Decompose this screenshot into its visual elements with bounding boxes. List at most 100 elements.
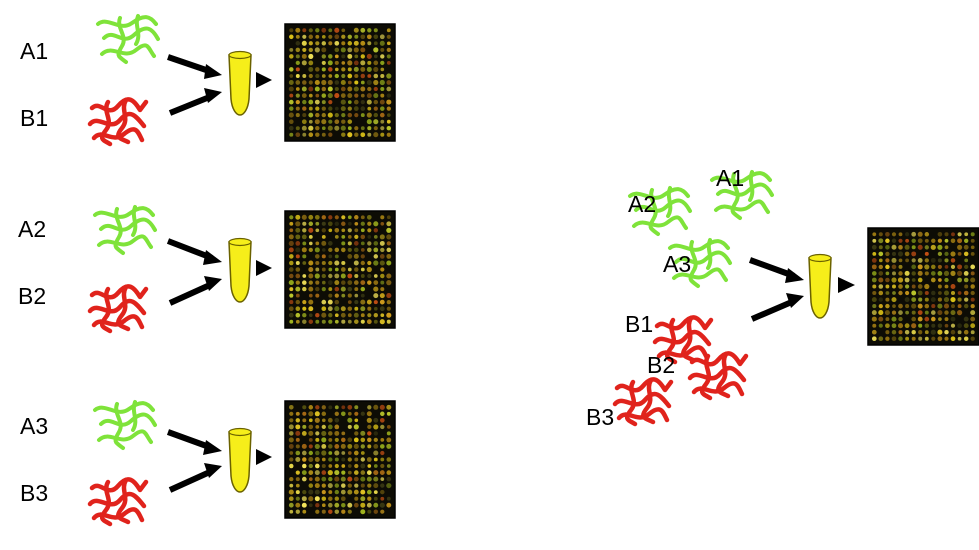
microarray-spot (347, 306, 353, 311)
microarray-spot (341, 431, 346, 436)
microarray-spot (334, 86, 339, 92)
sample-a-label: A3 (20, 413, 48, 439)
microarray-spot (347, 411, 352, 416)
microarray-spot (347, 228, 352, 233)
microarray-spot (321, 41, 327, 46)
microarray-spot (308, 503, 313, 508)
microarray-spot (970, 330, 975, 335)
microarray-spot (360, 313, 365, 318)
dna-strand-icon (93, 205, 157, 255)
microarray-spot (334, 299, 340, 305)
microarray-spot (944, 265, 949, 269)
microarray-spot (321, 496, 327, 501)
microarray-spot (963, 323, 969, 329)
microarray-spot (872, 271, 877, 276)
microarray-spot (340, 93, 346, 98)
microarray-spot (380, 477, 385, 481)
microarray-spot (386, 73, 392, 79)
microarray-spot (340, 306, 346, 312)
microarray-spot (295, 319, 300, 324)
microarray-spot (328, 313, 333, 318)
microarray-spot (386, 280, 392, 286)
microarray-spot (904, 232, 910, 237)
microarray-spot (334, 40, 340, 46)
microarray-spot (930, 271, 936, 276)
microarray-spot (308, 411, 314, 417)
microarray-spot (328, 267, 333, 272)
microarray-spot (321, 112, 326, 118)
microarray-spot (944, 277, 949, 283)
microarray-spot (360, 47, 366, 53)
microarray-spot (386, 247, 392, 253)
microarray-spot (328, 215, 333, 220)
arrow-icon (166, 429, 222, 455)
microarray-spot (373, 119, 379, 125)
microarray-spot (911, 231, 917, 237)
microarray-spot (301, 125, 307, 131)
microarray-spot (360, 299, 366, 305)
microarray-spot (943, 270, 950, 276)
microarray-spot (367, 235, 372, 239)
microarray-spot (898, 271, 903, 276)
microarray-spot (328, 464, 333, 468)
microarray-spot (302, 74, 307, 78)
microarray-spot (905, 290, 910, 296)
microarray-spot (347, 241, 352, 246)
microarray-spot (308, 227, 314, 233)
microarray-spot (360, 476, 366, 482)
microarray-spot (366, 79, 372, 86)
microarray-spot (944, 245, 949, 250)
microarray-spot (347, 34, 352, 39)
microarray-spot (347, 404, 353, 410)
microarray-spot (373, 54, 378, 59)
microarray-spot (295, 509, 300, 514)
microarray-spot (360, 241, 365, 246)
microarray-spot (878, 290, 884, 296)
microarray-spot (295, 67, 300, 72)
microarray-spot (328, 106, 333, 111)
microarray-spot (321, 286, 326, 292)
microarray-spot (924, 264, 930, 270)
experiment-1: A1 B1 (20, 14, 396, 144)
microarray-spot (347, 464, 352, 468)
microarray-spot (911, 258, 916, 263)
dna-strand-icon (690, 353, 746, 398)
microarray-spot (380, 215, 385, 220)
microarray-spot (295, 280, 300, 285)
microarray-spot (289, 476, 294, 482)
microarray-spot (957, 232, 962, 237)
microarray-spot (295, 126, 300, 131)
microarray-spot (289, 293, 294, 298)
microarray-spot (308, 66, 314, 72)
microarray-spot (334, 280, 340, 286)
microarray-spot (314, 463, 320, 469)
microarray-spot (366, 457, 372, 462)
microarray-spot (885, 238, 890, 244)
microarray-spot (970, 284, 975, 289)
microarray-spot (334, 286, 340, 292)
microarray-spot (321, 74, 326, 78)
microarray-chip-icon (284, 23, 396, 142)
microarray-spot (302, 99, 307, 105)
dna-strand-icon (90, 99, 146, 144)
microarray-spot (289, 221, 294, 226)
microarray-spot (924, 323, 929, 328)
microarray-spot (295, 214, 301, 220)
microarray-spot (308, 125, 314, 131)
microarray-spot (334, 254, 339, 259)
microarray-spot (884, 310, 890, 316)
microarray-spot (308, 286, 314, 292)
microarray-spot (950, 264, 956, 269)
microarray-spot (353, 86, 359, 92)
microarray-spot (288, 80, 294, 85)
microarray-spot (951, 232, 955, 237)
microarray-spot (353, 66, 359, 72)
microarray-spot (301, 496, 307, 502)
microarray-spot (911, 278, 916, 282)
microarray-spot (321, 273, 326, 279)
microarray-spot (315, 286, 320, 292)
microarray-spot (340, 496, 346, 502)
sample-b-label: B2 (18, 283, 46, 309)
microarray-spot (321, 457, 326, 462)
microarray-spot (328, 457, 333, 462)
